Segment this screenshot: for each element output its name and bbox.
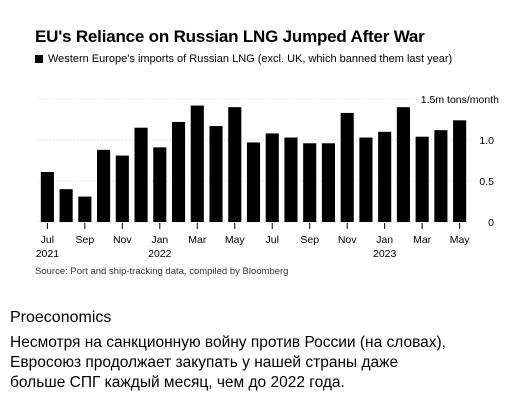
x-tick-label: May	[450, 234, 471, 246]
bar	[246, 142, 261, 222]
post-line: Несмотря на санкционную войну против Рос…	[10, 334, 446, 351]
chart-title: EU's Reliance on Russian LNG Jumped Afte…	[35, 27, 425, 46]
post-author: Proeconomics	[10, 309, 112, 326]
bar	[284, 137, 298, 222]
bar	[228, 107, 242, 222]
x-tick-label: Jan	[376, 234, 393, 246]
bar	[78, 196, 92, 222]
x-tick-label: Mar	[188, 234, 207, 246]
bar	[265, 133, 279, 222]
y-tick-label: 1.0	[479, 135, 494, 147]
bar-chart: 0 0.5 1.0 1.5m tons/month Jul 2021 Sep Nov Jan 20…	[36, 94, 499, 260]
chart-source: Source: Port and ship-tracking data, com…	[35, 266, 289, 277]
y-axis-unit-label: 1.5m tons/month	[421, 94, 499, 106]
x-tick-label: May	[225, 234, 246, 246]
x-year-label: 2023	[373, 248, 397, 260]
x-year-label: 2021	[36, 248, 60, 260]
x-tick-label: Mar	[413, 234, 432, 246]
post-text: Несмотря на санкционную войну против Рос…	[10, 333, 515, 393]
bar	[171, 121, 186, 222]
bar	[453, 120, 467, 222]
legend-swatch	[35, 55, 43, 63]
x-tick-label: Jan	[151, 234, 168, 246]
bar	[321, 143, 336, 222]
x-tick-label: Sep	[76, 234, 95, 246]
post-line: больше СПГ каждый месяц, чем до 2022 год…	[10, 374, 345, 391]
bar	[209, 126, 223, 222]
post-line: Евросоюз продолжает закупать у нашей стр…	[10, 354, 399, 371]
bar	[415, 136, 429, 222]
legend-label: Western Europe's imports of Russian LNG …	[48, 53, 453, 65]
bar	[303, 143, 317, 222]
x-year-label: 2022	[148, 248, 172, 260]
y-tick-label: 0	[488, 217, 494, 229]
bar	[40, 171, 54, 222]
bar	[396, 107, 410, 222]
bar	[434, 130, 448, 222]
bar	[97, 149, 111, 222]
bar	[340, 112, 354, 222]
bar	[190, 105, 204, 222]
bar	[153, 147, 167, 222]
bar	[59, 189, 73, 222]
chart-legend: Western Europe's imports of Russian LNG …	[35, 53, 452, 65]
x-tick-label: Nov	[113, 234, 132, 246]
x-tick-label: Jul	[266, 234, 279, 246]
x-tick-label: Jul	[41, 234, 54, 246]
bar	[378, 131, 392, 222]
bar	[359, 137, 373, 222]
bar	[134, 127, 148, 222]
x-tick-label: Sep	[300, 234, 319, 246]
x-tick-label: Nov	[338, 234, 357, 246]
y-tick-label: 0.5	[479, 176, 494, 188]
bar	[115, 155, 129, 222]
